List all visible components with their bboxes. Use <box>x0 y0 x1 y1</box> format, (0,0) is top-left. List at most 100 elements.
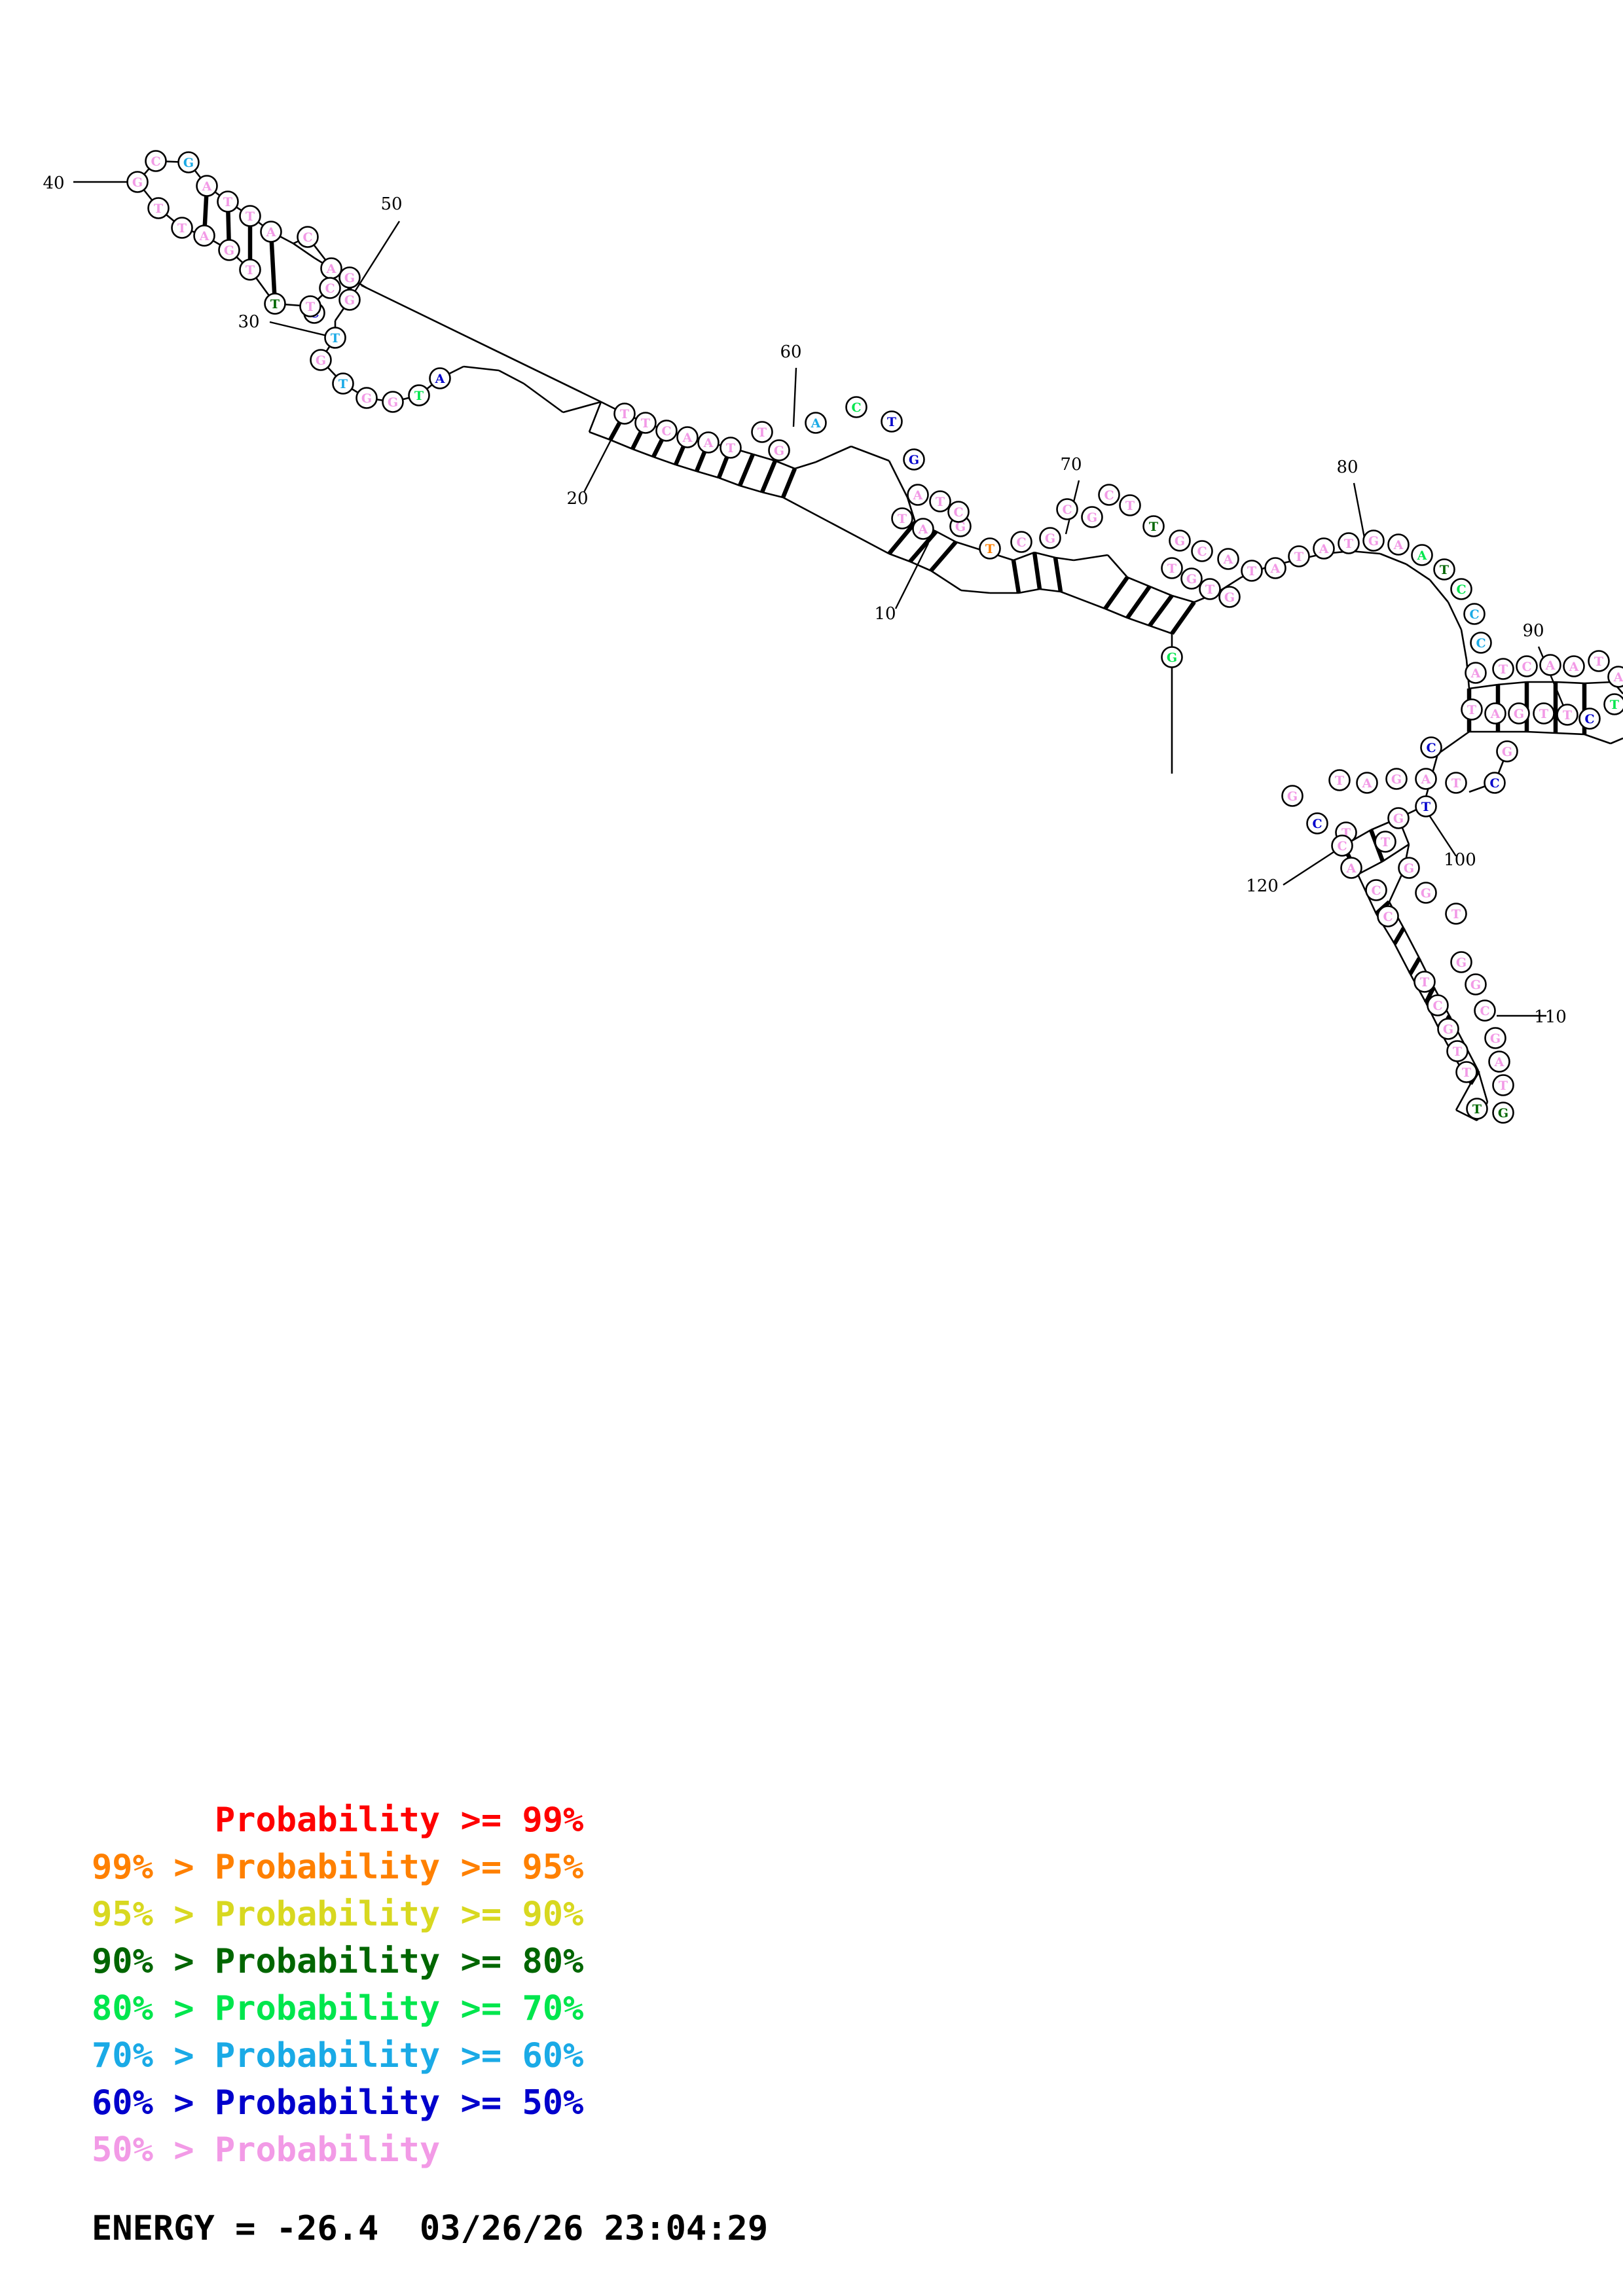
base-circle <box>171 217 193 239</box>
base-pair-bond <box>780 467 797 499</box>
structure-bonds <box>136 160 1623 1122</box>
base-circle <box>1466 1098 1488 1120</box>
nucleotide-99: A <box>1340 857 1362 879</box>
base-letter: T <box>306 300 315 314</box>
base-letter: T <box>1499 1079 1508 1093</box>
base-letter: G <box>1404 861 1414 876</box>
base-letter: C <box>325 281 335 296</box>
base-circle <box>264 293 286 315</box>
backbone-bond <box>1526 730 1556 734</box>
nucleotide-40: A <box>193 224 215 247</box>
base-letter: T <box>1594 655 1603 669</box>
base-circle <box>1484 702 1506 725</box>
base-pair-bond <box>887 520 917 556</box>
nucleotide-93: T <box>1533 702 1555 725</box>
nucleotide-86: A <box>1539 654 1561 676</box>
nucleotide-52: G <box>338 289 361 311</box>
base-letter: A <box>703 436 714 450</box>
base-letter: C <box>1480 1004 1489 1018</box>
rna-structure-panel: GCTAGATCGGTCGCGCTGTTTCAATCTGTGGTAGCGATTA… <box>43 150 1623 1124</box>
nucleotide-32: T <box>408 384 430 406</box>
base-letter: C <box>1337 839 1347 853</box>
base-letter: A <box>1569 660 1579 674</box>
base-circle <box>1056 498 1078 520</box>
nucleotide-73: T <box>1288 545 1310 567</box>
nucleotide-117: G <box>1492 1102 1514 1124</box>
base-letter: G <box>224 243 234 258</box>
backbone-bond <box>794 461 816 470</box>
backbone-bond <box>1379 552 1407 565</box>
index-label-10: 10 <box>874 604 896 624</box>
nucleotide-22: C <box>655 420 678 442</box>
base-letter: T <box>1149 520 1158 534</box>
base-circle <box>912 518 934 540</box>
base-circle <box>1328 769 1351 791</box>
base-circle <box>1415 882 1437 904</box>
base-circle <box>1492 658 1514 680</box>
nucleotide-96: T <box>1461 698 1483 721</box>
base-letter: T <box>1294 550 1304 564</box>
backbone-bond <box>1013 551 1035 562</box>
base-letter: G <box>1175 534 1185 548</box>
base-circle <box>218 239 240 261</box>
base-circle <box>1427 994 1449 1016</box>
index-label-30: 30 <box>238 312 259 332</box>
base-circle <box>147 197 170 219</box>
nucleotide-51: G <box>338 266 361 289</box>
backbone-bond <box>653 456 676 466</box>
nucleotide-23: A <box>676 426 699 448</box>
legend-row-1: Probability >= 99% <box>92 1801 584 1840</box>
base-circle <box>297 226 319 248</box>
nucleotide-95: A <box>1484 702 1506 725</box>
base-circle <box>338 289 361 311</box>
base-letter: T <box>1451 776 1461 791</box>
backbone-bond <box>1393 943 1412 975</box>
backbone-bond <box>761 491 784 499</box>
backbone-bond <box>1402 927 1421 959</box>
base-letter: A <box>1393 538 1404 552</box>
base-pair-bond <box>268 231 278 304</box>
nucleotide-31: G <box>382 391 404 413</box>
base-circle <box>805 412 827 434</box>
backbone-bond <box>1584 733 1611 745</box>
backbone-bond <box>498 369 524 385</box>
base-letter: A <box>1490 707 1501 721</box>
base-circle <box>768 439 790 461</box>
nucleotide-14: C <box>1056 498 1078 520</box>
base-letter: G <box>1167 651 1177 665</box>
backbone-bond <box>1039 588 1061 593</box>
nucleotide-49: A <box>320 257 342 279</box>
nucleotide-102: G <box>1415 882 1437 904</box>
nucleotide-21: T <box>634 412 657 434</box>
nucleotide-69: T <box>1199 578 1221 600</box>
base-letter: C <box>151 154 160 169</box>
base-circle <box>1492 1074 1514 1096</box>
legend-row-6: 70% > Probability >= 60% <box>92 2036 584 2075</box>
nucleotide-12: C <box>1010 531 1032 553</box>
nucleotide-109: C <box>1474 999 1496 1022</box>
legend-row-4: 90% > Probability >= 80% <box>92 1942 584 1981</box>
index-label-90: 90 <box>1522 621 1544 641</box>
base-letter: G <box>1186 572 1197 586</box>
base-letter: G <box>774 444 784 458</box>
base-letter: A <box>199 229 210 243</box>
base-pair-bond <box>1032 552 1042 590</box>
base-letter: G <box>1287 789 1298 804</box>
nucleotide-71: G <box>1161 646 1183 668</box>
base-letter: A <box>435 372 445 386</box>
base-circle <box>1264 557 1286 579</box>
base-circle <box>907 484 929 506</box>
base-letter: T <box>1539 707 1548 721</box>
probability-legend: Probability >= 99% 99% > Probability >= 9… <box>92 1797 877 2174</box>
nucleotide-66: T <box>1241 560 1263 582</box>
base-circle <box>1161 557 1183 579</box>
backbone-bond <box>960 589 991 594</box>
base-letter: T <box>338 377 348 391</box>
nucleotide-19: T <box>751 421 773 443</box>
base-letter: T <box>1453 1045 1462 1059</box>
nucleotide-88: T <box>1588 650 1610 672</box>
nucleotide-81: C <box>1463 603 1486 625</box>
base-circle <box>979 537 1001 560</box>
base-circle <box>1356 772 1378 794</box>
base-circle <box>1098 484 1120 506</box>
